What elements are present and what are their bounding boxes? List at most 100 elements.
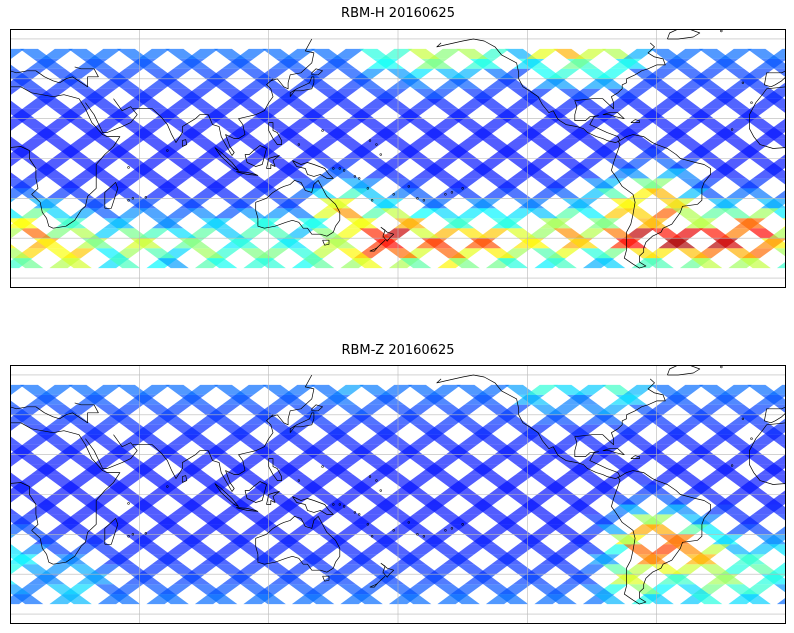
swath-cell	[442, 554, 475, 565]
swath-cell	[601, 384, 634, 395]
swath-cell	[704, 168, 736, 179]
island-outline	[321, 129, 324, 132]
swath-cell	[248, 218, 281, 229]
swath-cell	[766, 494, 786, 505]
swath-cell	[723, 454, 755, 465]
swath-cell	[677, 584, 709, 595]
swath-cell	[383, 474, 416, 485]
swath-cell	[496, 258, 529, 269]
island-outline	[422, 199, 426, 202]
swath-cell	[256, 524, 289, 535]
swath-cell	[596, 524, 628, 535]
swath-cell	[308, 454, 340, 465]
swath-cell	[480, 454, 513, 465]
swath-cell	[623, 228, 655, 239]
swath-cell	[106, 108, 138, 119]
swath-cell	[529, 454, 561, 465]
swath-cell	[181, 424, 214, 435]
swath-cell	[81, 238, 114, 249]
swath-cell	[763, 88, 786, 99]
swath-cell	[574, 208, 607, 219]
swath-cell	[456, 564, 488, 575]
swath-cell	[499, 524, 531, 535]
swath-cell	[291, 178, 324, 189]
coastlines	[10, 365, 786, 605]
swath-cell	[60, 594, 92, 605]
swath-cell	[114, 474, 146, 485]
swath-cell	[375, 168, 408, 179]
swath-cell	[308, 138, 340, 149]
map-frame	[10, 29, 786, 288]
swath-cell	[10, 484, 36, 495]
swath-cell	[547, 68, 580, 79]
swath-cell	[46, 584, 79, 595]
swath-cell	[49, 78, 81, 89]
swath-cell	[728, 78, 760, 89]
swath-cell	[79, 464, 111, 475]
swath-cell	[95, 584, 127, 595]
swath-cell	[698, 544, 731, 555]
swath-cell	[545, 594, 577, 605]
swath-cell	[456, 384, 488, 395]
swath-cell	[650, 384, 682, 395]
swath-cell	[394, 554, 426, 565]
island-outline	[127, 166, 130, 169]
swath-cell	[343, 108, 375, 119]
swath-cell	[564, 464, 596, 475]
swath-cell	[235, 208, 267, 219]
island-outline	[450, 527, 454, 530]
swath-cell	[10, 507, 20, 515]
swath-cell	[418, 464, 451, 475]
swath-cell	[19, 208, 52, 219]
swath-cell	[289, 404, 321, 415]
island-outline	[353, 175, 357, 178]
swath-cell	[262, 564, 294, 575]
swath-cell	[523, 434, 556, 445]
swath-cell	[677, 524, 709, 535]
swath-cell	[68, 544, 100, 555]
swath-cell	[650, 208, 682, 219]
swath-cell	[11, 514, 44, 525]
swath-cell	[267, 424, 300, 435]
swath-cell	[337, 248, 370, 259]
coastline	[236, 171, 259, 176]
swath-cell	[771, 474, 786, 485]
swath-cell	[197, 108, 230, 119]
swath-cell	[289, 248, 321, 259]
swath-cell	[731, 484, 763, 495]
swath-cell	[599, 454, 631, 465]
swath-cell	[10, 494, 22, 504]
swath-cell	[286, 454, 319, 465]
swath-cell	[720, 228, 752, 239]
island-outline	[422, 535, 426, 538]
swath-cell	[62, 404, 95, 415]
swath-cell	[426, 434, 459, 445]
coastline	[764, 70, 786, 88]
swath-cell	[278, 504, 311, 515]
swath-cell	[591, 148, 623, 159]
swath-cell	[776, 514, 786, 522]
swath-cell	[286, 138, 319, 149]
swath-cell	[294, 444, 327, 455]
swath-cell	[178, 574, 211, 585]
swath-cell	[124, 534, 157, 545]
swath-cell	[380, 564, 413, 575]
swath-cell	[383, 118, 416, 129]
swath-cell	[221, 394, 254, 405]
swath-cell	[246, 108, 278, 119]
swath-cell	[720, 384, 752, 395]
swath-cell	[259, 138, 292, 149]
swath-cell	[89, 48, 122, 59]
swath-cell	[674, 118, 707, 129]
swath-cell	[14, 68, 46, 79]
swath-cell	[116, 544, 149, 555]
swath-cell	[294, 108, 327, 119]
swath-cell	[364, 424, 397, 435]
swath-cell	[356, 138, 389, 149]
swath-cell	[725, 188, 758, 199]
swath-cell	[407, 208, 440, 219]
swath-cell	[494, 484, 526, 495]
swath-cell	[523, 98, 556, 109]
swath-cell	[609, 534, 642, 545]
swath-cell	[534, 178, 566, 189]
